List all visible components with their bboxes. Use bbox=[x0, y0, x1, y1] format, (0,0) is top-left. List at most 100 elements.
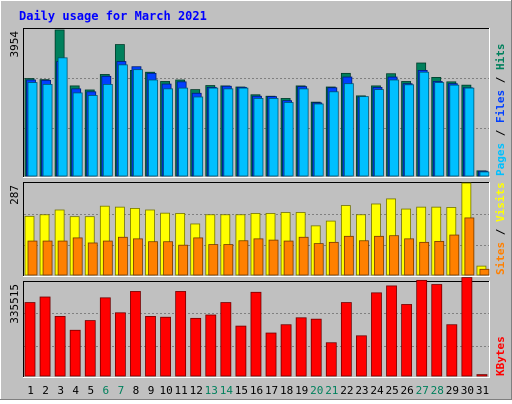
bar-kbytes-day-11 bbox=[175, 291, 187, 377]
bar-kbytes-day-13 bbox=[205, 314, 217, 377]
bar-pages-day-4 bbox=[72, 92, 83, 177]
x-tick-label-29: 29 bbox=[446, 384, 459, 397]
bar-kbytes-day-4 bbox=[69, 329, 81, 377]
bar-pages-day-22 bbox=[343, 83, 354, 177]
x-tick-label-9: 9 bbox=[148, 384, 155, 397]
x-tick-label-13: 13 bbox=[205, 384, 218, 397]
x-tick-label-14: 14 bbox=[220, 384, 234, 397]
bar-sites-day-15 bbox=[238, 240, 249, 276]
bar-sites-day-30 bbox=[464, 217, 475, 276]
bar-pages-day-7 bbox=[117, 64, 128, 177]
x-tick-label-20: 20 bbox=[310, 384, 323, 397]
bar-kbytes-day-1 bbox=[24, 302, 36, 377]
x-tick-label-28: 28 bbox=[431, 384, 444, 397]
legend-kbytes: KBytes bbox=[494, 336, 507, 376]
bar-pages-day-13 bbox=[208, 87, 219, 177]
x-tick-label-16: 16 bbox=[250, 384, 263, 397]
x-tick-label-27: 27 bbox=[416, 384, 429, 397]
x-tick-label-17: 17 bbox=[265, 384, 278, 397]
bar-kbytes-day-31 bbox=[476, 374, 488, 377]
legend-part-hits-1: / bbox=[494, 123, 507, 143]
x-tick-label-26: 26 bbox=[401, 384, 414, 397]
bar-pages-day-15 bbox=[238, 87, 249, 177]
x-tick-label-23: 23 bbox=[355, 384, 368, 397]
legend-part-visits-1: / bbox=[494, 222, 507, 242]
legend-visits: Sites / Visits bbox=[494, 182, 507, 275]
bar-sites-day-2 bbox=[42, 240, 53, 276]
bar-pages-day-21 bbox=[328, 91, 339, 177]
x-axis-labels: 1 2 3 4 5 6 7 8 9 10 11 12 13 14 15 16 17 18 19 20 21 22 23 24 2… bbox=[27, 384, 489, 397]
bar-kbytes-day-6 bbox=[99, 297, 111, 377]
x-tick-label-24: 24 bbox=[370, 384, 384, 397]
bar-sites-day-8 bbox=[133, 238, 143, 276]
bar-sites-day-22 bbox=[343, 235, 354, 276]
bar-pages-day-31 bbox=[479, 171, 490, 177]
bar-sites-day-4 bbox=[72, 237, 83, 276]
legend-part-hits-0: Pages bbox=[494, 143, 507, 176]
bar-kbytes-day-3 bbox=[54, 316, 66, 377]
bar-sites-day-13 bbox=[208, 244, 219, 276]
max-label-kbytes: 335515 bbox=[8, 284, 21, 324]
bar-sites-day-9 bbox=[148, 241, 158, 276]
legend-part-hits-2: Files bbox=[494, 90, 507, 123]
x-tick-label-18: 18 bbox=[280, 384, 293, 397]
bar-sites-day-29 bbox=[449, 234, 460, 276]
bar-kbytes-day-23 bbox=[356, 335, 367, 377]
bar-kbytes-day-22 bbox=[340, 302, 352, 377]
bar-sites-day-19 bbox=[298, 236, 309, 276]
x-tick-label-21: 21 bbox=[325, 384, 338, 397]
bar-pages-day-14 bbox=[223, 88, 234, 177]
bar-kbytes-day-30 bbox=[461, 277, 473, 377]
bar-sites-day-24 bbox=[374, 235, 384, 276]
bar-kbytes-day-14 bbox=[220, 302, 232, 377]
bar-kbytes-day-27 bbox=[416, 279, 428, 377]
bar-pages-day-27 bbox=[419, 71, 430, 177]
x-tick-label-25: 25 bbox=[385, 384, 398, 397]
bar-kbytes-day-18 bbox=[280, 324, 292, 377]
bar-pages-day-8 bbox=[133, 69, 143, 177]
bar-pages-day-18 bbox=[283, 102, 294, 177]
x-tick-label-31: 31 bbox=[476, 384, 489, 397]
bar-kbytes-day-12 bbox=[190, 317, 202, 377]
bar-sites-day-14 bbox=[223, 244, 234, 276]
bar-sites-day-31 bbox=[479, 268, 490, 276]
bar-kbytes-day-29 bbox=[446, 324, 458, 377]
legend-part-kbytes-0: KBytes bbox=[494, 336, 507, 376]
bar-kbytes-day-19 bbox=[295, 317, 307, 377]
bar-kbytes-day-10 bbox=[160, 316, 171, 377]
bar-kbytes-day-26 bbox=[401, 304, 413, 377]
max-label-hits: 3954 bbox=[8, 31, 21, 58]
bar-kbytes-day-20 bbox=[310, 318, 322, 377]
bar-sites-day-16 bbox=[253, 238, 264, 276]
legend-part-hits-3: / bbox=[494, 70, 507, 90]
bar-pages-day-23 bbox=[359, 96, 369, 177]
x-tick-label-19: 19 bbox=[295, 384, 308, 397]
bar-pages-day-30 bbox=[464, 87, 475, 177]
bar-pages-day-10 bbox=[163, 88, 173, 177]
bar-kbytes-day-2 bbox=[39, 296, 51, 377]
bar-kbytes-day-21 bbox=[325, 342, 337, 377]
bar-pages-day-28 bbox=[434, 82, 445, 177]
bar-sites-day-6 bbox=[102, 240, 113, 276]
x-tick-label-10: 10 bbox=[159, 384, 172, 397]
bar-kbytes-day-24 bbox=[371, 292, 382, 377]
panel-kbytes: 335515 KBytes bbox=[8, 277, 507, 378]
panels-group: 3954 Pages / Files / Hits 287 Sites / Visit… bbox=[8, 28, 507, 378]
x-tick-label-15: 15 bbox=[235, 384, 248, 397]
bar-sites-day-23 bbox=[359, 240, 369, 276]
legend-part-hits-4: Hits bbox=[494, 44, 507, 71]
bar-pages-day-12 bbox=[193, 96, 204, 177]
bar-pages-day-26 bbox=[404, 84, 415, 177]
panel-hits: 3954 Pages / Files / Hits bbox=[8, 28, 507, 178]
bar-sites-day-26 bbox=[404, 238, 415, 276]
bar-kbytes-day-7 bbox=[114, 312, 126, 377]
bar-kbytes-day-25 bbox=[386, 285, 397, 377]
x-tick-label-12: 12 bbox=[190, 384, 203, 397]
x-tick-label-4: 4 bbox=[72, 384, 79, 397]
x-tick-label-5: 5 bbox=[87, 384, 94, 397]
x-tick-label-8: 8 bbox=[133, 384, 140, 397]
x-tick-label-30: 30 bbox=[461, 384, 474, 397]
bar-sites-day-27 bbox=[419, 241, 430, 276]
